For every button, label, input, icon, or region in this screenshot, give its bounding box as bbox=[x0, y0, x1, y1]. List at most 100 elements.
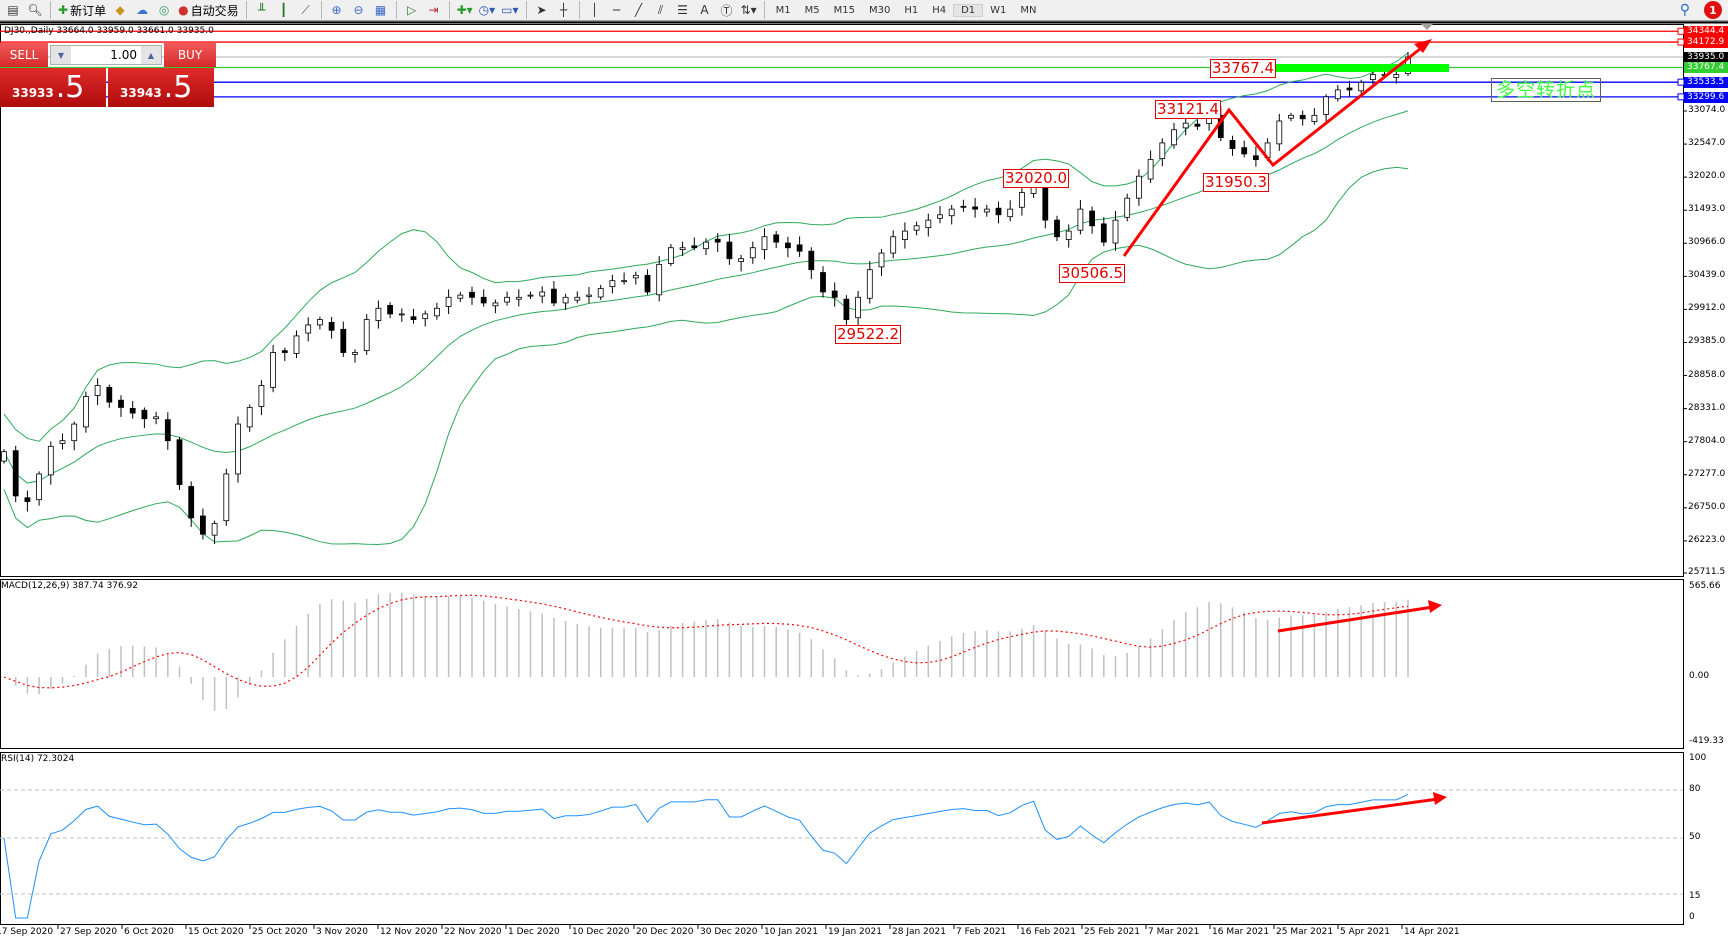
price-annotation[interactable]: 30506.5 bbox=[1059, 264, 1126, 283]
candle-body bbox=[1, 451, 7, 462]
arrows-icon: ⇅▾ bbox=[740, 3, 757, 17]
text-button[interactable]: A bbox=[694, 0, 716, 20]
candle-body bbox=[749, 247, 756, 259]
date-tick-label: 12 Nov 2020 bbox=[380, 927, 438, 937]
toolbar-divider bbox=[578, 1, 580, 19]
auto-trading-label: 自动交易 bbox=[190, 3, 239, 18]
lot-increase-button[interactable]: ▲ bbox=[141, 46, 161, 64]
vertical-line-button[interactable]: │ bbox=[584, 0, 606, 20]
candle bbox=[1054, 215, 1060, 242]
equidistant-channel-button[interactable]: ⫽ bbox=[650, 0, 672, 20]
templates-button[interactable]: ▭▾ bbox=[498, 0, 521, 20]
triangle-up-icon: ▲ bbox=[147, 50, 155, 60]
price-tick-label: 26223.0 bbox=[1688, 534, 1726, 545]
search-icon[interactable]: ⚲ bbox=[1679, 2, 1690, 18]
macd-tick: 565.66 bbox=[1689, 581, 1721, 591]
sell-button[interactable]: SELL bbox=[0, 43, 48, 67]
candle-body bbox=[785, 242, 791, 249]
candle-body bbox=[199, 515, 206, 535]
candle-body bbox=[1311, 114, 1318, 123]
trendline-button[interactable]: ╱ bbox=[628, 0, 650, 20]
timeframe-m15[interactable]: M15 bbox=[833, 4, 855, 16]
market-watch-button[interactable]: ◆ bbox=[109, 0, 131, 20]
buy-button[interactable]: BUY bbox=[164, 43, 216, 67]
toolbar-divider bbox=[50, 1, 51, 19]
candle bbox=[668, 244, 674, 267]
candle-body bbox=[188, 486, 195, 519]
signals-button[interactable]: ◎ bbox=[153, 0, 175, 20]
rsi-line bbox=[3, 793, 1409, 919]
candle bbox=[398, 308, 405, 322]
candle bbox=[1019, 188, 1025, 216]
bar-chart-icon: ╨ bbox=[257, 3, 266, 17]
turning-point-label[interactable]: 多空转折点 bbox=[1491, 78, 1601, 102]
new-chart-button[interactable]: ▤ bbox=[2, 0, 24, 20]
candle bbox=[948, 204, 955, 225]
main-trend-arrow[interactable] bbox=[1122, 43, 1426, 257]
tile-windows-button[interactable]: ▦ bbox=[370, 0, 392, 20]
date-tick-label: 25 Oct 2020 bbox=[252, 927, 308, 937]
date-tick-label: 30 Dec 2020 bbox=[700, 927, 758, 937]
timeframe-mn[interactable]: MN bbox=[1020, 4, 1037, 16]
candle-body bbox=[433, 307, 440, 317]
date-tick-label: 10 Dec 2020 bbox=[572, 927, 630, 937]
timeframe-d1[interactable]: D1 bbox=[953, 3, 984, 17]
indicators-button[interactable]: ✚▾ bbox=[454, 0, 476, 20]
toolbar-divider bbox=[395, 1, 397, 19]
date-tick-label: 17 Sep 2020 bbox=[0, 927, 54, 937]
toolbar-divider bbox=[448, 1, 450, 19]
price-annotation[interactable]: 33767.4 bbox=[1210, 59, 1277, 78]
auto-trading-button[interactable]: ● 自动交易 bbox=[175, 0, 242, 20]
candle-body bbox=[1323, 96, 1329, 115]
candle bbox=[644, 269, 651, 295]
auto-scroll-button[interactable]: ▷ bbox=[401, 0, 423, 20]
timeframe-w1[interactable]: W1 bbox=[990, 4, 1007, 16]
candle bbox=[94, 378, 101, 406]
new-order-button[interactable]: ✚ 新订单 bbox=[55, 0, 109, 20]
crosshair-button[interactable]: ┼ bbox=[553, 0, 575, 20]
timeframe-m1[interactable]: M1 bbox=[775, 4, 791, 16]
macd-trend-arrow[interactable] bbox=[1277, 605, 1434, 633]
periods-button[interactable]: ◷▾ bbox=[476, 0, 499, 20]
candle-body bbox=[457, 294, 464, 299]
rsi-tick: 50 bbox=[1689, 832, 1701, 842]
horizontal-line-button[interactable]: ─ bbox=[606, 0, 628, 20]
candlestick-button[interactable]: ┃ bbox=[273, 0, 295, 20]
arrows-button[interactable]: ⇅▾ bbox=[738, 0, 760, 20]
zoom-in-button[interactable]: ⊕ bbox=[326, 0, 348, 20]
price-annotation[interactable]: 32020.0 bbox=[1003, 169, 1070, 188]
line-chart-button[interactable]: ⟋ bbox=[295, 0, 317, 20]
terminal-button[interactable]: ☁ bbox=[131, 0, 153, 20]
price-annotation[interactable]: 33121.4 bbox=[1155, 100, 1222, 119]
toolbar-divider bbox=[763, 1, 765, 19]
candle-body bbox=[94, 385, 101, 396]
text-label-button[interactable]: Ⓣ bbox=[716, 0, 738, 20]
date-tick-label: 19 Jan 2021 bbox=[828, 927, 882, 937]
timeframe-m5[interactable]: M5 bbox=[804, 4, 820, 16]
rsi-trend-arrow[interactable] bbox=[1261, 797, 1439, 825]
bar-chart-button[interactable]: ╨ bbox=[251, 0, 273, 20]
cursor-button[interactable]: ➤ bbox=[531, 0, 553, 20]
timeframe-m30[interactable]: M30 bbox=[868, 4, 891, 16]
price-tick-label: 33074.0 bbox=[1688, 105, 1726, 115]
candle-body bbox=[270, 352, 277, 388]
timeframe-h4[interactable]: H4 bbox=[932, 4, 947, 16]
price-annotation[interactable]: 29522.2 bbox=[835, 325, 902, 344]
chart-shift-button[interactable]: ⇥ bbox=[423, 0, 445, 20]
zoom-out-button[interactable]: ⊖ bbox=[348, 0, 370, 20]
notification-badge[interactable]: 1 bbox=[1704, 1, 1722, 19]
resistance-zone-bar[interactable] bbox=[1273, 64, 1449, 72]
chart-shift-icon: ⇥ bbox=[428, 3, 439, 17]
fibonacci-button[interactable]: ☰ bbox=[672, 0, 694, 20]
sell-price-button[interactable]: 33933.5 bbox=[0, 68, 106, 107]
price-annotation[interactable]: 31950.3 bbox=[1203, 173, 1270, 192]
chart-shift-marker-icon[interactable] bbox=[1421, 24, 1433, 30]
candle bbox=[703, 238, 709, 255]
buy-price-button[interactable]: 33943.5 bbox=[108, 68, 214, 107]
timeframe-h1[interactable]: H1 bbox=[904, 4, 919, 16]
lot-size-input[interactable]: 1.00 bbox=[110, 48, 137, 62]
lot-decrease-button[interactable]: ▼ bbox=[51, 46, 71, 64]
navigator-button[interactable]: 🔍︎ bbox=[24, 0, 46, 20]
candle bbox=[480, 289, 487, 307]
